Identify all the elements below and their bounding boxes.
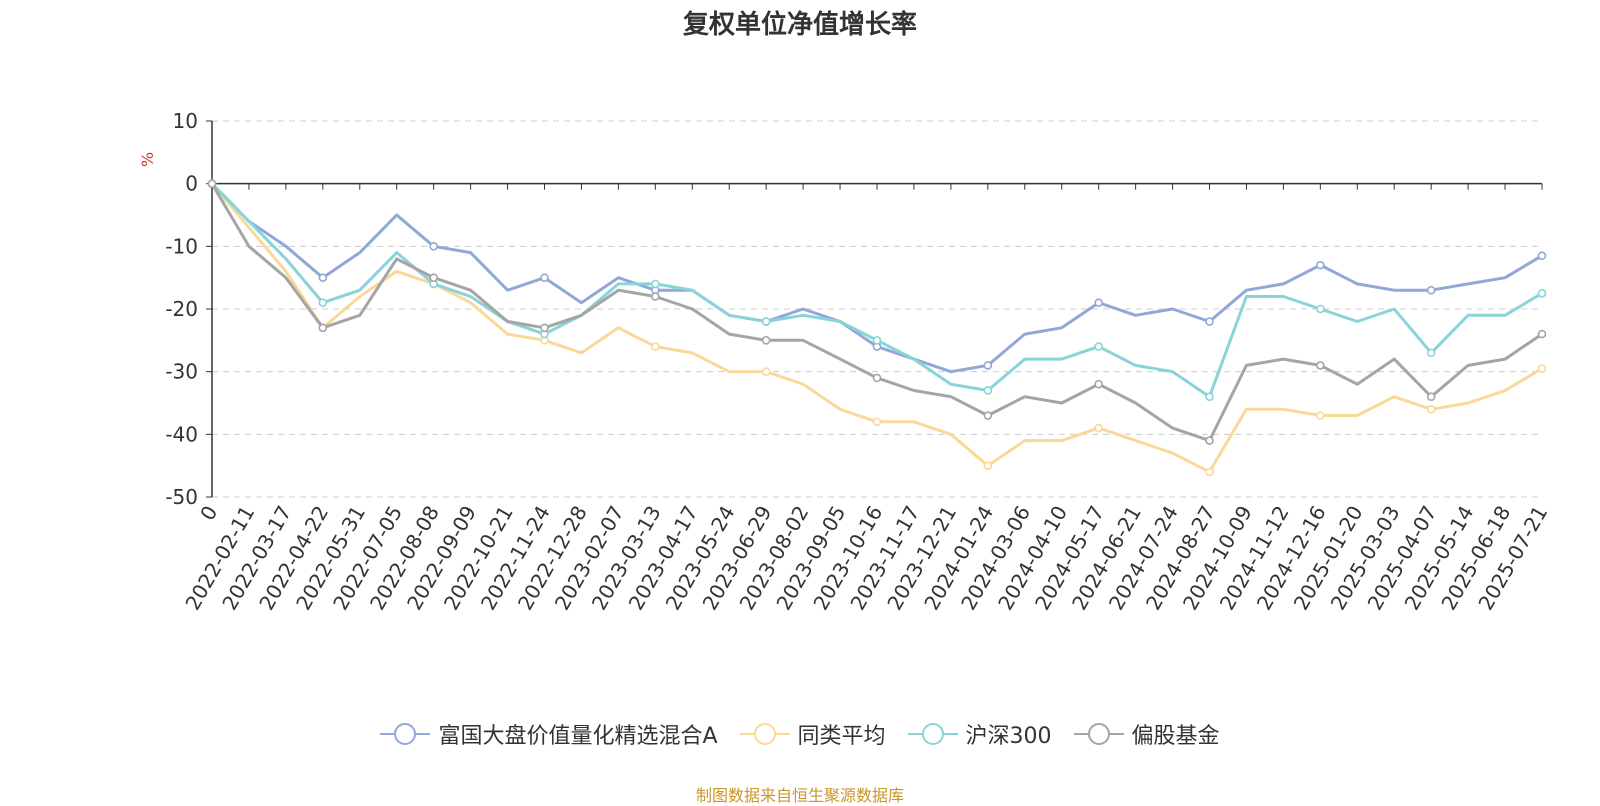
data-point [983, 386, 993, 395]
data-point [651, 292, 660, 301]
data-point [872, 417, 882, 427]
legend-swatch-icon [739, 722, 790, 746]
data-point [1094, 298, 1103, 308]
line-chart: 100-10-20-30-40-5002022-02-112022-03-172… [165, 109, 1552, 614]
data-point [872, 336, 882, 345]
legend-swatch-icon [907, 722, 958, 746]
source-note: 制图数据来自恒生聚源数据库 [695, 786, 904, 805]
data-point [1316, 361, 1325, 370]
y-tick-label: -40 [165, 422, 198, 446]
chart-legend: 富国大盘价值量化精选混合A 同类平均 沪深300 偏股基金 [0, 718, 1600, 750]
series-line [210, 182, 1543, 443]
y-tick-label: 0 [185, 172, 198, 196]
data-point [207, 179, 217, 188]
data-point [540, 273, 549, 282]
data-point [318, 298, 328, 308]
data-point [429, 242, 438, 251]
data-point [429, 273, 438, 282]
legend-item[interactable]: 偏股基金 [1073, 718, 1220, 750]
data-point [983, 361, 993, 370]
legend-item[interactable]: 同类平均 [739, 718, 886, 750]
data-point [651, 342, 660, 351]
data-point [1205, 436, 1214, 445]
data-point [1537, 364, 1547, 373]
legend-swatch-icon [1073, 722, 1124, 746]
legend-label: 同类平均 [797, 724, 886, 749]
data-point [1537, 251, 1547, 261]
legend-item[interactable]: 富国大盘价值量化精选混合A [380, 718, 718, 750]
data-point [1426, 285, 1436, 295]
data-point [318, 323, 328, 333]
legend-swatch-icon [380, 722, 431, 746]
data-point [318, 273, 328, 282]
data-point [761, 367, 771, 376]
data-point [540, 323, 549, 333]
data-point [1426, 404, 1436, 414]
data-point [872, 373, 882, 383]
y-tick-label: -50 [165, 485, 198, 509]
x-tick-label: 0 [195, 502, 222, 525]
data-point [1426, 392, 1436, 402]
data-point [761, 317, 771, 326]
data-point [1537, 329, 1547, 339]
legend-label: 沪深300 [965, 724, 1052, 749]
data-point [1094, 423, 1103, 433]
data-point [1205, 467, 1214, 477]
data-point [1094, 342, 1103, 351]
data-point [1205, 392, 1214, 402]
data-point [1426, 348, 1436, 358]
data-point [983, 411, 993, 420]
data-point [1316, 411, 1325, 420]
chart-title: 复权单位净值增长率 [682, 10, 917, 40]
legend-item[interactable]: 沪深300 [907, 718, 1052, 750]
y-tick-label: 10 [173, 109, 198, 133]
data-point [1094, 379, 1103, 389]
data-point [1316, 304, 1325, 314]
legend-label: 富国大盘价值量化精选混合A [438, 724, 718, 749]
data-point [1537, 289, 1547, 298]
data-point [983, 461, 993, 470]
series-line [210, 182, 1543, 399]
data-point [1316, 260, 1325, 270]
data-point [651, 279, 660, 289]
y-tick-label: -30 [165, 360, 198, 384]
data-point [761, 336, 771, 345]
y-tick-label: -20 [165, 297, 198, 321]
legend-label: 偏股基金 [1131, 724, 1220, 749]
y-tick-label: -10 [165, 234, 198, 258]
data-point [1205, 317, 1214, 326]
